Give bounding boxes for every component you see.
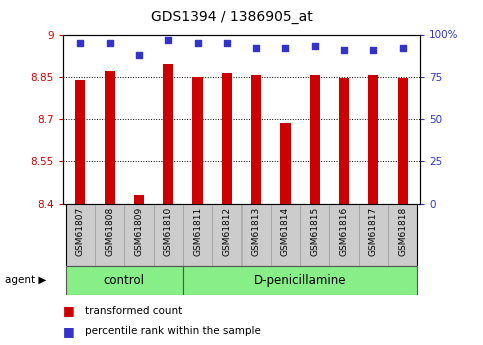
Point (164, 37, 172, 42)
Bar (183, 266, 417, 295)
Bar (242, 204, 271, 266)
Bar (300, 204, 329, 266)
Point (194, 40, 201, 46)
Text: percentile rank within the sample: percentile rank within the sample (85, 326, 260, 336)
Point (399, 45, 407, 51)
Bar (329, 204, 359, 266)
Bar (388, 204, 417, 266)
Bar (104, 71, 115, 204)
Bar (251, 75, 261, 204)
Bar (222, 72, 232, 204)
Bar (183, 204, 212, 266)
Bar (368, 75, 379, 204)
Text: ■: ■ (63, 325, 74, 338)
Text: GSM61808: GSM61808 (105, 207, 114, 256)
Bar (280, 123, 291, 204)
Point (252, 45, 260, 51)
Bar (212, 204, 242, 266)
Bar (124, 204, 154, 266)
Text: agent ▶: agent ▶ (5, 275, 46, 285)
Bar (134, 195, 144, 204)
Bar (66, 204, 95, 266)
Text: GSM61810: GSM61810 (164, 207, 173, 256)
Point (223, 40, 231, 46)
Text: control: control (104, 274, 145, 287)
Bar (95, 204, 124, 266)
Point (76, 40, 84, 46)
Text: GSM61809: GSM61809 (134, 207, 143, 256)
Text: transformed count: transformed count (85, 306, 182, 315)
Point (135, 52, 143, 58)
Bar (163, 64, 173, 204)
Text: GSM61817: GSM61817 (369, 207, 378, 256)
Bar (359, 204, 388, 266)
Point (369, 47, 377, 52)
Bar (339, 78, 349, 204)
Text: GSM61813: GSM61813 (252, 207, 261, 256)
Text: GSM61815: GSM61815 (310, 207, 319, 256)
Text: GSM61807: GSM61807 (76, 207, 85, 256)
Bar (398, 78, 408, 204)
Text: GSM61812: GSM61812 (222, 207, 231, 256)
Bar (75, 80, 85, 204)
Bar (310, 75, 320, 204)
Text: GSM61814: GSM61814 (281, 207, 290, 256)
Bar (271, 204, 300, 266)
Text: D-penicillamine: D-penicillamine (254, 274, 346, 287)
Text: GDS1394 / 1386905_at: GDS1394 / 1386905_at (151, 10, 313, 24)
Point (106, 40, 114, 46)
Bar (154, 204, 183, 266)
Text: GSM61811: GSM61811 (193, 207, 202, 256)
Point (282, 45, 289, 51)
Point (340, 47, 348, 52)
Point (311, 43, 319, 49)
Text: GSM61818: GSM61818 (398, 207, 407, 256)
Bar (66, 266, 183, 295)
Text: GSM61816: GSM61816 (340, 207, 349, 256)
Bar (192, 77, 203, 204)
Text: ■: ■ (63, 304, 74, 317)
